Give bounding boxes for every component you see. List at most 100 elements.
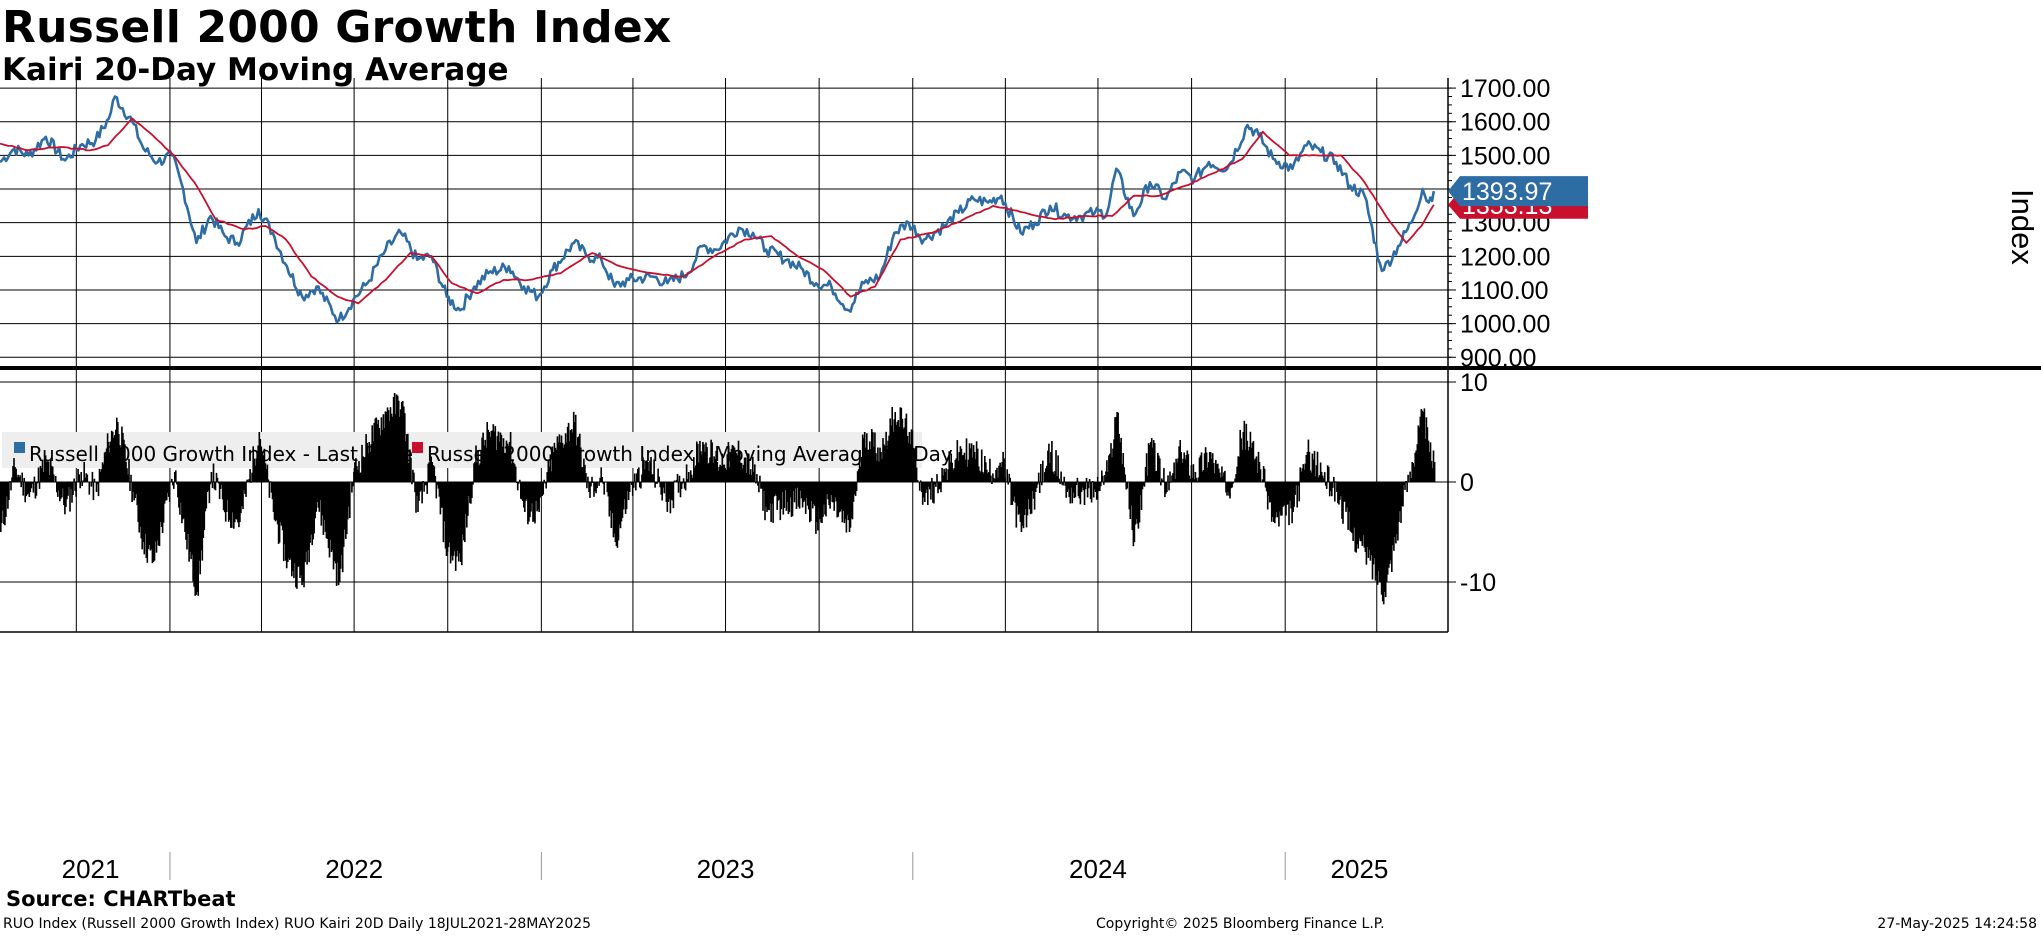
- kairi-bar: [303, 482, 305, 588]
- kairi-bar: [520, 482, 522, 499]
- kairi-bar: [337, 482, 340, 586]
- kairi-bar: [1248, 446, 1251, 482]
- kairi-bar: [642, 457, 644, 482]
- kairi-bar: [394, 414, 397, 482]
- kairi-bar: [652, 474, 654, 482]
- kairi-bar: [1361, 482, 1364, 546]
- kairi-bar: [1116, 412, 1118, 482]
- kairi-bar: [691, 477, 694, 482]
- kairi-bar: [970, 443, 973, 482]
- kairi-bar: [680, 482, 683, 489]
- kairi-bar: [566, 426, 569, 482]
- kairi-bar: [417, 482, 419, 512]
- kairi-bar: [978, 470, 981, 482]
- kairi-bar: [1345, 482, 1347, 512]
- kairi-bar: [925, 482, 927, 493]
- price-value-tag: 1393.97: [1448, 176, 1588, 207]
- kairi-bar: [158, 482, 161, 547]
- kairi-bar: [378, 427, 381, 482]
- kairi-bar: [1401, 482, 1403, 506]
- kairi-bar: [1148, 444, 1151, 482]
- kairi-bar: [323, 482, 326, 521]
- kairi-bar: [70, 482, 72, 489]
- kairi-bar: [1373, 482, 1376, 559]
- kairi-bar: [50, 465, 53, 482]
- kairi-bar: [521, 482, 523, 500]
- kairi-bar: [809, 482, 811, 523]
- kairi-bar: [532, 482, 534, 522]
- kairi-bar: [868, 450, 870, 482]
- kairi-bar: [1073, 482, 1076, 499]
- kairi-bar: [635, 482, 637, 491]
- kairi-bar: [657, 468, 659, 482]
- kairi-bar: [160, 482, 163, 527]
- kairi-bar: [943, 468, 945, 482]
- kairi-bar: [278, 482, 281, 543]
- kairi-bar: [1194, 472, 1197, 482]
- kairi-bar: [1051, 441, 1053, 482]
- kairi-bar: [1066, 482, 1069, 492]
- kairi-bar: [564, 433, 567, 482]
- kairi-bar: [130, 474, 132, 482]
- kairi-bar: [1384, 482, 1387, 598]
- kairi-bar: [553, 442, 556, 482]
- kairi-bar: [599, 477, 601, 482]
- kairi-bar: [359, 472, 361, 482]
- kairi-bar: [293, 482, 295, 579]
- kairi-bar: [759, 475, 761, 482]
- kairi-bar: [67, 482, 69, 496]
- kairi-bar: [451, 482, 454, 561]
- kairi-bar: [632, 482, 635, 488]
- kairi-bar: [104, 451, 107, 482]
- kairi-bar: [220, 482, 223, 485]
- kairi-bar: [937, 482, 939, 494]
- kairi-bar: [745, 473, 748, 482]
- kairi-bar: [964, 459, 967, 482]
- kairi-bar: [1100, 482, 1102, 487]
- kairi-bar: [291, 482, 293, 577]
- kairi-bar: [83, 461, 86, 482]
- kairi-bar: [77, 468, 79, 482]
- kairi-bar: [209, 482, 212, 485]
- kairi-bar: [1284, 482, 1286, 503]
- kairi-bar: [883, 444, 885, 482]
- kairi-bar: [482, 432, 484, 482]
- kairi-bar: [255, 458, 258, 482]
- kairi-bar: [295, 482, 297, 588]
- kairi-bar: [1067, 482, 1070, 489]
- kairi-bar: [1135, 482, 1138, 520]
- kairi-bar: [533, 482, 535, 522]
- y-tick-label: 1700.00: [1460, 75, 1550, 103]
- kairi-bar: [655, 482, 657, 484]
- kairi-bar: [977, 466, 980, 482]
- kairi-bar: [1060, 471, 1062, 482]
- kairi-bar: [1230, 482, 1232, 489]
- kairi-bar: [1052, 471, 1054, 482]
- kairi-bar: [486, 422, 489, 482]
- kairi-bar: [944, 472, 946, 482]
- kairi-bar: [993, 477, 995, 482]
- kairi-bar: [627, 482, 630, 501]
- kairi-bar: [831, 482, 834, 502]
- kairi-bar: [1049, 463, 1051, 482]
- kairi-bar: [212, 463, 215, 482]
- kairi-bar: [1041, 482, 1043, 486]
- kairi-bar: [1095, 482, 1098, 500]
- kairi-bar: [748, 474, 751, 482]
- kairi-bar: [960, 448, 963, 482]
- kairi-bar: [1077, 482, 1080, 497]
- kairi-bar: [514, 466, 517, 482]
- kairi-bar: [478, 465, 480, 482]
- kairi-bar: [884, 447, 886, 482]
- kairi-bar: [1228, 482, 1230, 496]
- kairi-bar: [712, 462, 714, 482]
- kairi-bar: [46, 461, 49, 482]
- kairi-bar: [2, 482, 4, 511]
- kairi-bar: [1016, 482, 1019, 507]
- kairi-bar: [33, 476, 36, 482]
- kairi-bar: [812, 482, 814, 509]
- kairi-bar: [9, 481, 11, 482]
- kairi-bar: [1327, 466, 1330, 482]
- kairi-bar: [1245, 423, 1248, 482]
- price-tag-label: 1393.97: [1462, 178, 1552, 206]
